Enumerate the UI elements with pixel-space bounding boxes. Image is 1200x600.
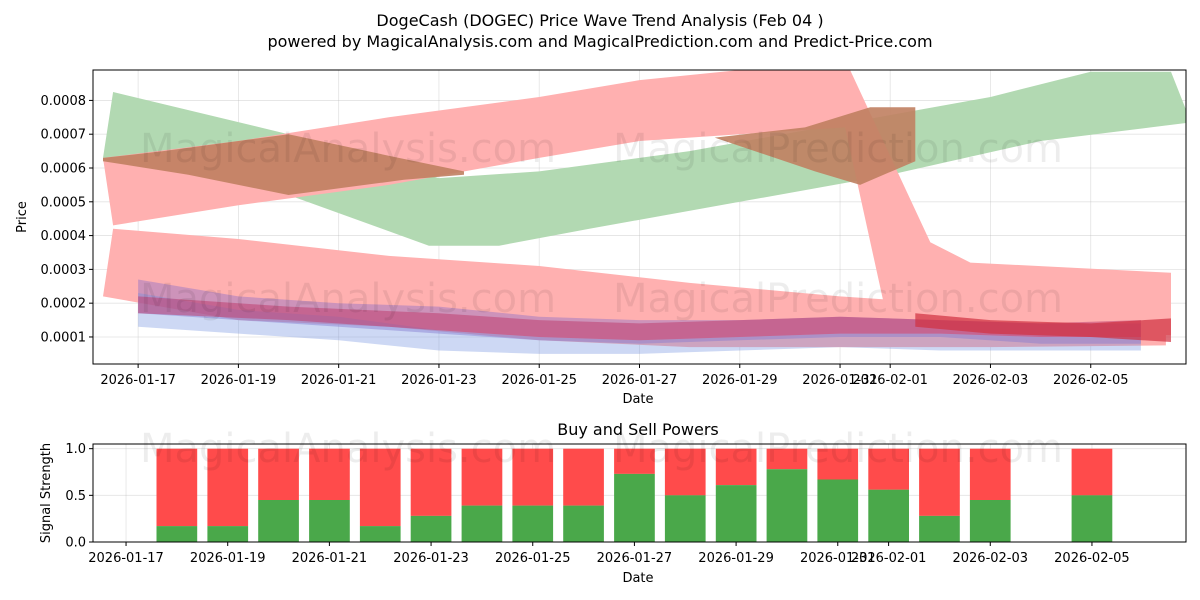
price-y-tick-label: 0.0002 — [41, 297, 87, 312]
buy-power-bar — [258, 500, 299, 542]
buy-sell-x-tick-label: 2026-01-29 — [698, 551, 774, 566]
buy-power-bar — [919, 515, 960, 542]
price-x-tick-label: 2026-01-21 — [301, 373, 377, 388]
price-x-tick-label: 2026-01-19 — [201, 373, 277, 388]
price-x-tick-label: 2026-01-25 — [501, 373, 577, 388]
buy-power-bar — [563, 505, 604, 542]
chart-title-line2: powered by MagicalAnalysis.com and Magic… — [267, 32, 932, 51]
buy-sell-y-axis-label: Signal Strength — [39, 443, 54, 543]
sell-power-bar — [868, 448, 909, 490]
buy-power-bar — [664, 495, 706, 542]
price-x-tick-label: 2026-01-27 — [602, 373, 678, 388]
buy-sell-plot-frame — [92, 443, 1187, 543]
watermark-analysis: MagicalAnalysis.com — [140, 126, 556, 172]
watermark-prediction: MagicalPrediction.com — [613, 126, 1063, 172]
price-x-tick-label: 2026-01-23 — [401, 373, 477, 388]
price-band-brown-overlap-1 — [103, 134, 464, 195]
sell-power-bar — [410, 448, 452, 516]
buy-sell-x-tick-label: 2026-01-21 — [292, 551, 368, 566]
sell-power-bar — [563, 448, 604, 506]
watermark-analysis-lower: MagicalAnalysis.com — [140, 276, 556, 322]
sell-power-bar — [664, 448, 706, 496]
sell-power-bar — [919, 448, 960, 516]
buy-sell-x-tick-label: 2026-01-19 — [190, 551, 266, 566]
sell-power-bar — [512, 448, 554, 506]
sell-power-bar — [715, 448, 757, 486]
price-band-red-wave-upper — [103, 70, 1171, 336]
buy-sell-x-tick-label: 2026-01-31 — [800, 551, 876, 566]
price-band-blue-cluster — [138, 293, 1141, 354]
buy-sell-x-axis-label: Date — [622, 571, 653, 586]
sell-power-bar — [156, 448, 198, 527]
watermark-prediction-lower: MagicalPrediction.com — [613, 276, 1063, 322]
buy-sell-x-tick-label: 2026-02-01 — [851, 551, 927, 566]
buy-sell-y-ticks: 0.0 0.5 1.0 — [65, 442, 93, 551]
buy-sell-panel: Buy and Sell Powers MagicalAnalysis.com … — [39, 420, 1187, 586]
buy-power-bar — [156, 526, 198, 542]
price-band-magenta-cluster — [138, 296, 1141, 341]
buy-power-bar — [1071, 495, 1113, 542]
price-panel: MagicalAnalysis.com MagicalPrediction.co… — [15, 69, 1187, 407]
buy-sell-y-tick-label: 0.0 — [65, 536, 86, 551]
price-y-ticks: 0.0001 0.0002 0.0003 0.0004 0.0005 0.0006 0.00… — [41, 94, 93, 345]
buy-sell-bars — [156, 448, 1113, 542]
price-x-tick-label: 2026-02-03 — [953, 373, 1029, 388]
price-y-tick-label: 0.0007 — [41, 128, 87, 143]
sell-power-bar — [207, 448, 249, 527]
buy-sell-x-tick-label: 2026-01-23 — [393, 551, 469, 566]
price-band-brown-overlap-2 — [714, 107, 916, 185]
buy-sell-x-tick-label: 2026-02-03 — [952, 551, 1028, 566]
buy-power-bar — [817, 479, 859, 542]
buy-sell-x-ticks: 2026-01-17 2026-01-19 2026-01-21 2026-01-23… — [88, 542, 1130, 566]
price-x-tick-label: 2026-01-17 — [100, 373, 176, 388]
price-y-tick-label: 0.0001 — [41, 330, 87, 345]
price-wave-bands — [103, 70, 1186, 354]
price-y-tick-label: 0.0003 — [41, 263, 87, 278]
buy-power-bar — [359, 526, 401, 542]
sell-power-bar — [309, 448, 350, 500]
price-band-group — [103, 70, 1186, 354]
buy-sell-y-tick-label: 0.5 — [65, 489, 86, 504]
buy-power-bar — [868, 489, 909, 542]
watermark-prediction-bottom: MagicalPrediction.com — [613, 426, 1063, 472]
price-y-tick-label: 0.0005 — [41, 195, 87, 210]
sell-power-bar — [969, 448, 1011, 500]
buy-sell-x-tick-label: 2026-01-25 — [495, 551, 571, 566]
sell-power-bar — [258, 448, 299, 500]
buy-sell-y-tick-label: 1.0 — [65, 442, 86, 457]
watermark-analysis-bottom: MagicalAnalysis.com — [140, 426, 556, 472]
buy-sell-x-tick-label: 2026-02-05 — [1054, 551, 1130, 566]
buy-power-bar — [715, 485, 757, 542]
sell-power-bar — [817, 448, 859, 480]
sell-power-bar — [359, 448, 401, 527]
price-x-tick-label: 2026-02-05 — [1053, 373, 1129, 388]
price-x-tick-label: 2026-02-01 — [852, 373, 928, 388]
buy-power-bar — [969, 500, 1011, 542]
buy-sell-x-tick-label: 2026-01-27 — [597, 551, 673, 566]
price-x-axis-label: Date — [622, 392, 653, 407]
price-y-tick-label: 0.0004 — [41, 229, 87, 244]
sell-power-bar — [461, 448, 503, 506]
buy-power-bar — [614, 473, 655, 542]
price-x-ticks: 2026-01-17 2026-01-19 2026-01-21 2026-01-23… — [100, 364, 1129, 388]
buy-power-bar — [309, 500, 350, 542]
price-x-tick-label: 2026-01-29 — [702, 373, 778, 388]
buy-sell-x-tick-label: 2026-01-17 — [88, 551, 164, 566]
price-y-axis-label: Price — [15, 201, 30, 233]
price-x-tick-label: 2026-01-31 — [802, 373, 878, 388]
buy-power-bar — [512, 505, 554, 542]
buy-power-bar — [766, 469, 808, 542]
price-band-crimson-band — [915, 313, 1171, 342]
sell-power-bar — [766, 448, 808, 470]
buy-power-bar — [207, 526, 249, 542]
price-y-tick-label: 0.0008 — [41, 94, 87, 109]
chart-title-line1: DogeCash (DOGEC) Price Wave Trend Analys… — [376, 11, 823, 30]
buy-sell-title: Buy and Sell Powers — [557, 420, 719, 439]
sell-power-bar — [614, 448, 655, 474]
sell-power-bar — [1071, 448, 1113, 496]
buy-power-bar — [410, 515, 452, 542]
price-y-tick-label: 0.0006 — [41, 162, 87, 177]
buy-power-bar — [461, 505, 503, 542]
